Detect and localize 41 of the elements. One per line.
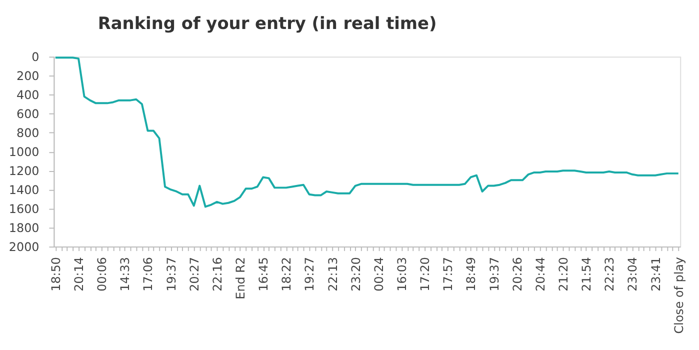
x-tick-label: Close of play [672,257,686,334]
y-tick-label: 800 [16,126,40,140]
y-tick-label: 2000 [8,240,40,254]
y-tick-label: 0 [32,50,40,64]
x-tick-label: 00:24 [372,257,386,292]
x-tick-label: 22:16 [210,257,224,292]
x-tick-label: 22:13 [326,257,340,292]
x-tick-label: 16:45 [256,257,271,292]
x-tick-label: 19:37 [164,257,178,292]
x-tick-label: 17:20 [418,257,432,292]
x-tick-label: 17:57 [441,257,456,292]
y-tick-label: 600 [16,107,40,122]
x-tick-label: 16:03 [394,257,409,292]
x-tick-label: 21:54 [580,257,594,292]
chart-title: Ranking of your entry (in real time) [98,12,437,33]
x-tick-label: 17:06 [141,257,156,292]
x-tick-label: 20:26 [510,257,524,292]
x-tick-label: 20:44 [533,257,548,292]
y-tick-label: 200 [16,69,40,84]
x-tick-label: 23:20 [348,257,363,292]
y-tick-label: 1400 [8,183,40,198]
line-series [54,56,680,208]
y-tick-label: 1600 [8,202,40,216]
x-tick-label: 19:37 [487,257,502,292]
y-tick-label: 1800 [8,221,40,236]
x-tick-label: End R2 [233,257,248,300]
x-tick-label: 22:23 [602,257,617,292]
x-tick-label: 23:04 [626,257,640,292]
x-tick-label: 21:20 [556,257,570,292]
y-tick-label: 400 [16,88,40,102]
x-tick-label: 00:06 [95,257,110,292]
x-tick-label: 20:27 [187,257,202,292]
x-tick-label: 20:14 [72,257,86,292]
x-tick-label: 23:41 [648,257,663,292]
x-tick-label: 18:49 [464,257,478,292]
x-tick-label: 18:50 [48,257,63,292]
x-tick-label: 19:27 [302,257,317,292]
y-tick-label: 1200 [8,164,40,178]
y-tick-label: 1000 [8,145,40,160]
x-tick-label: 18:22 [280,257,294,292]
x-tick-label: 14:33 [118,257,132,292]
